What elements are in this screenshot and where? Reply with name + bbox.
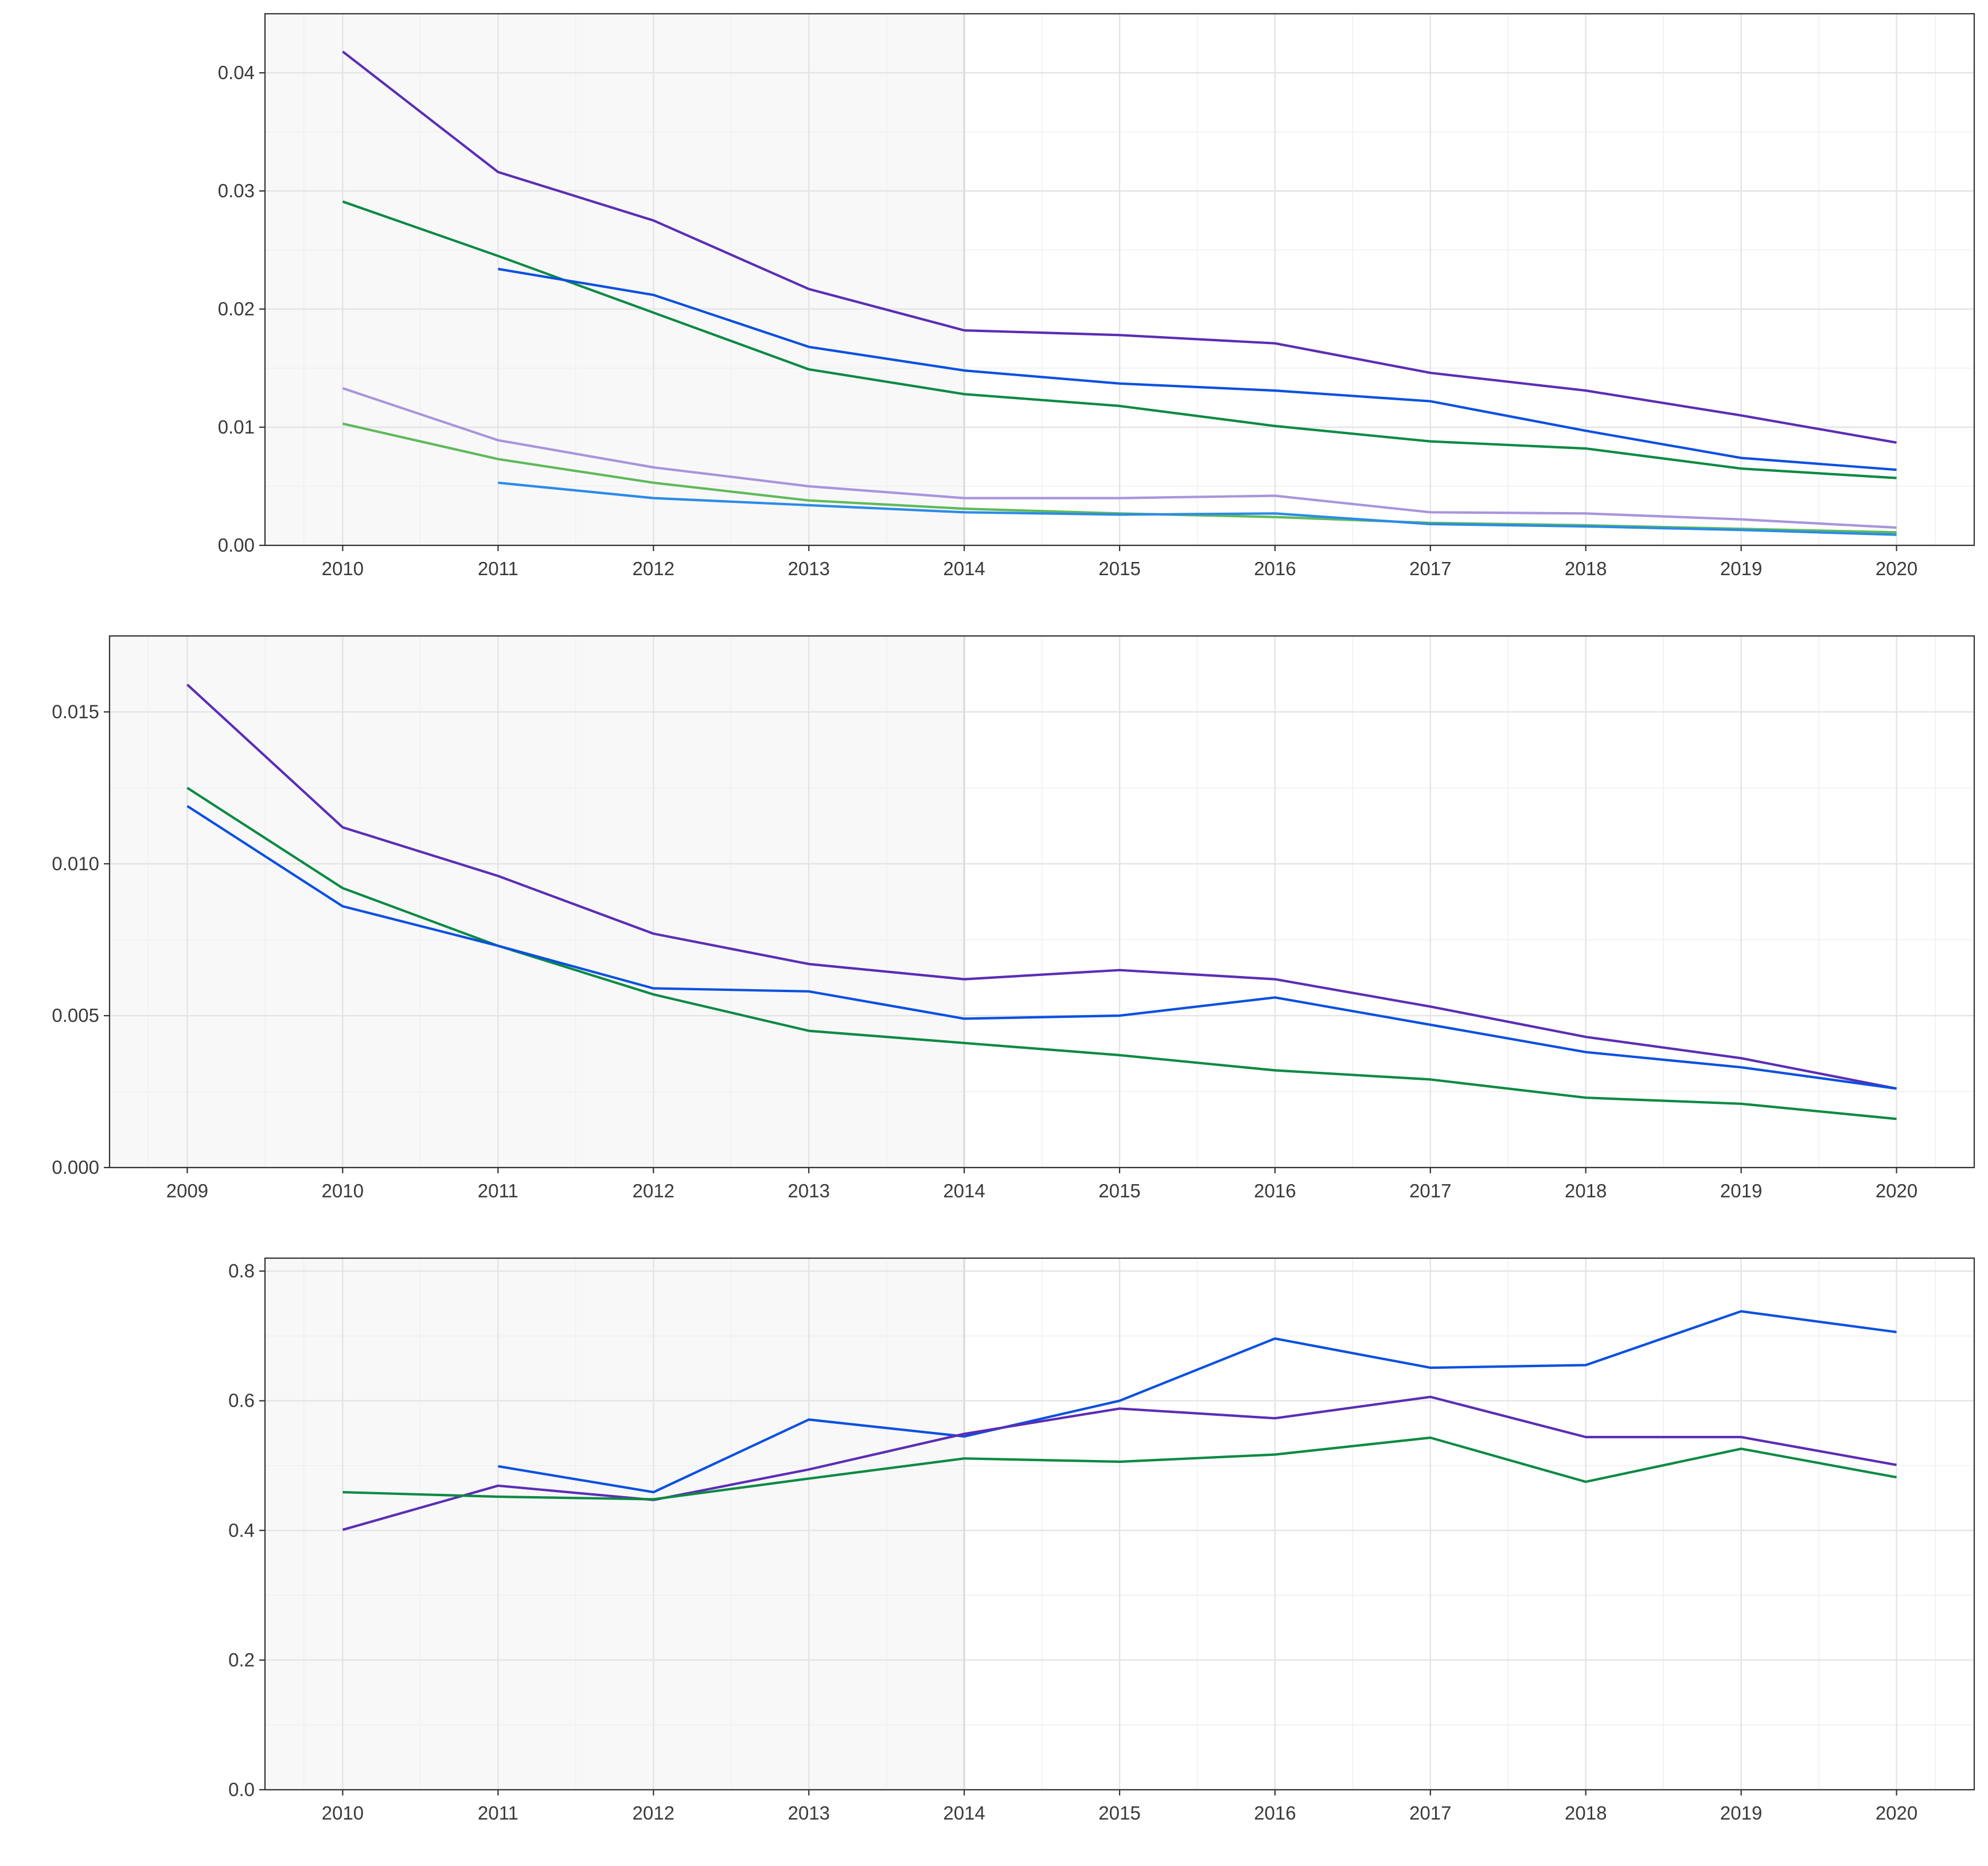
x-tick-label: 2018 (1565, 558, 1607, 579)
chart-panel-2: 2009 2010 2011 2012 2013 2014 2015 2016 2017 2018… (52, 635, 1975, 1201)
x-tick-label: 2010 (322, 1180, 364, 1201)
x-tick-label: 2018 (1565, 1180, 1607, 1201)
y-tick-label: 0.00 (218, 534, 255, 556)
x-tick-label: 2014 (943, 1802, 985, 1824)
y-tick-label: 0.03 (218, 180, 255, 201)
x-tick-label: 2011 (478, 558, 519, 579)
x-tick-label: 2019 (1720, 558, 1762, 579)
x-tick-label: 2009 (166, 1180, 208, 1201)
x-tick-label: 2018 (1565, 1802, 1607, 1824)
x-tick-label: 2012 (633, 1802, 675, 1824)
series-line-1 (498, 1310, 1897, 1494)
y-tick-label: 0.015 (52, 701, 99, 722)
y-tick-label: 0.0 (228, 1779, 255, 1800)
chart-panel-1: 2010 2011 2012 2013 2014 2015 2016 2017 2018 2019… (218, 13, 1975, 579)
series-line-2 (342, 200, 1897, 479)
y-tick-label: 0.8 (228, 1260, 255, 1282)
x-tick-label: 2013 (788, 558, 829, 579)
y-tick-label: 0.6 (228, 1390, 255, 1411)
series-line-3 (342, 1436, 1897, 1501)
x-tick-label: 2016 (1254, 1180, 1296, 1201)
x-tick-label: 2017 (1409, 1802, 1451, 1824)
series-line-2 (186, 787, 1897, 1121)
x-tick-label: 2019 (1720, 1180, 1762, 1201)
series-line-1 (342, 50, 1897, 444)
shaded-region (110, 636, 965, 1168)
y-tick-label: 0.000 (52, 1157, 99, 1178)
x-tick-label: 2010 (322, 558, 364, 579)
y-tick-label: 0.010 (52, 853, 99, 874)
series-line-3 (186, 805, 1897, 1090)
x-tick-label: 2011 (478, 1802, 519, 1824)
chart-panels: 2010 2011 2012 2013 2014 2015 2016 2017 2018 2019… (52, 13, 1975, 1824)
x-tick-label: 2014 (943, 1180, 985, 1201)
x-tick-label: 2017 (1409, 558, 1451, 579)
shaded-region (265, 14, 965, 545)
x-tick-label: 2013 (788, 1802, 829, 1824)
shaded-region (265, 1258, 965, 1790)
x-tick-label: 2012 (632, 1180, 674, 1201)
x-tick-label: 2015 (1098, 558, 1140, 579)
y-tick-label: 0.005 (52, 1005, 99, 1026)
x-tick-label: 2020 (1876, 558, 1917, 579)
series-line-2 (342, 1395, 1897, 1531)
series-line-1 (186, 684, 1897, 1090)
x-tick-label: 2013 (788, 1180, 829, 1201)
x-tick-label: 2011 (478, 1180, 519, 1201)
x-tick-label: 2014 (943, 558, 985, 579)
x-tick-label: 2020 (1876, 1802, 1917, 1824)
y-tick-label: 0.2 (228, 1649, 255, 1670)
x-tick-label: 2012 (633, 558, 675, 579)
y-tick-label: 0.02 (218, 298, 255, 319)
x-tick-label: 2017 (1409, 1180, 1451, 1201)
y-tick-label: 0.4 (228, 1520, 255, 1541)
chart-panel-3: 2010 2011 2012 2013 2014 2015 2016 2017 2018 2019… (228, 1257, 1975, 1824)
x-tick-label: 2010 (322, 1802, 364, 1824)
y-tick-label: 0.04 (218, 62, 255, 83)
x-tick-label: 2019 (1720, 1802, 1762, 1824)
x-tick-label: 2016 (1254, 558, 1296, 579)
x-tick-label: 2015 (1098, 1180, 1140, 1201)
series-line-4 (342, 387, 1897, 529)
series-line-3 (498, 267, 1897, 471)
y-tick-label: 0.01 (218, 416, 255, 438)
x-tick-label: 2016 (1254, 1802, 1296, 1824)
panel-border (108, 635, 1975, 1169)
series-line-6 (498, 481, 1897, 536)
x-tick-label: 2020 (1876, 1180, 1917, 1201)
x-tick-label: 2015 (1098, 1802, 1140, 1824)
